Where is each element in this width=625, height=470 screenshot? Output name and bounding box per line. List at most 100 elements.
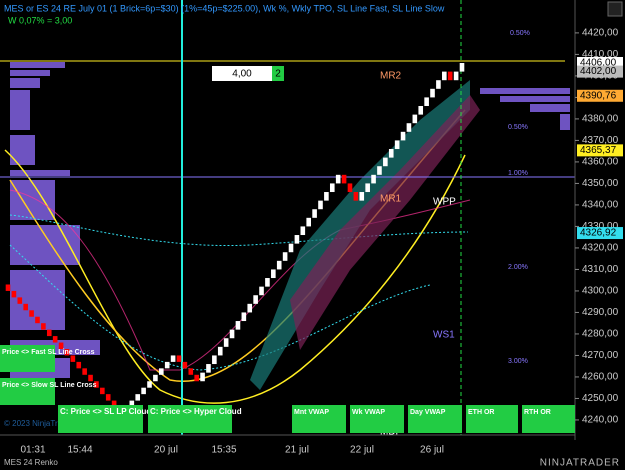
level-label: MR1: [380, 194, 402, 205]
input-step-label[interactable]: 2: [275, 69, 281, 80]
percent-label: 2.00%: [508, 264, 528, 271]
x-tick-label: 26 jul: [420, 445, 444, 456]
price-label: 4390,76: [580, 90, 617, 101]
y-tick-label: 4310,00: [582, 264, 619, 275]
button-label[interactable]: Price <> Slow SL Line Cross: [2, 382, 97, 389]
brick: [418, 106, 424, 115]
brick: [46, 329, 52, 337]
y-tick-label: 4260,00: [582, 372, 619, 383]
brick: [276, 260, 282, 270]
button[interactable]: [0, 345, 55, 372]
brick: [182, 361, 188, 369]
button-label[interactable]: Wk VWAP: [352, 409, 385, 416]
brick: [359, 192, 365, 201]
brick: [265, 278, 270, 287]
cloud: [290, 95, 480, 350]
brick: [158, 368, 164, 375]
y-tick-label: 4240,00: [582, 415, 619, 426]
brick: [76, 361, 82, 369]
y-tick-label: 4280,00: [582, 329, 619, 340]
input-box[interactable]: [212, 66, 272, 81]
button[interactable]: [350, 405, 404, 433]
brick: [176, 355, 182, 362]
brick: [217, 346, 223, 356]
price-marker: [577, 227, 623, 240]
brand: NINJATRADER: [540, 458, 620, 469]
brick: [241, 312, 247, 322]
y-tick-label: 4410,00: [582, 49, 619, 60]
brick: [35, 316, 40, 324]
brick: [229, 329, 235, 339]
price-label: 4406,00: [580, 58, 617, 69]
brick: [70, 355, 76, 362]
brick: [164, 361, 170, 369]
y-tick-label: 4330,00: [582, 221, 619, 232]
brick: [412, 114, 418, 124]
y-tick-label: 4270,00: [582, 350, 619, 361]
level-label: WS1: [433, 330, 455, 341]
button[interactable]: [408, 405, 462, 433]
vwap-week: [9, 214, 469, 247]
x-tick-label: 01:31: [20, 445, 45, 456]
button[interactable]: [292, 405, 346, 433]
percent-label: 0.50%: [508, 124, 528, 131]
brick: [282, 252, 288, 261]
y-tick-label: 4290,00: [582, 307, 619, 318]
button[interactable]: [58, 405, 143, 433]
brick: [377, 166, 382, 175]
brick: [324, 192, 329, 201]
brick: [212, 355, 217, 365]
brick: [82, 368, 87, 375]
percent-label: 1.00%: [508, 170, 528, 177]
brick: [271, 269, 276, 279]
button-label[interactable]: C: Price <> Hyper Cloud: [150, 407, 242, 416]
button-label[interactable]: Mnt VWAP: [294, 409, 329, 416]
brick: [436, 80, 441, 89]
price-marker: [577, 144, 623, 157]
brick: [312, 209, 317, 218]
button[interactable]: [0, 378, 55, 405]
brick: [105, 394, 111, 401]
brick: [424, 97, 429, 107]
x-tick-label: 22 jul: [350, 445, 374, 456]
footer: MES 24 Renko: [4, 458, 58, 467]
brick: [259, 286, 264, 296]
close-button[interactable]: [607, 1, 623, 17]
y-tick-label: 4250,00: [582, 393, 619, 404]
subtitle: W 0,07% = 3,00: [8, 15, 72, 25]
brick: [188, 368, 194, 375]
button-label[interactable]: Price <> Fast SL Line Cross: [2, 349, 95, 356]
brick: [52, 336, 58, 343]
brick: [29, 310, 34, 317]
brick: [206, 364, 211, 373]
button-label[interactable]: RTH OR: [524, 409, 551, 416]
y-tick-label: 4350,00: [582, 178, 619, 189]
x-tick-label: 15:35: [211, 445, 236, 456]
percent-label: 0.50%: [510, 30, 530, 37]
button[interactable]: [148, 405, 232, 433]
y-tick-label: 4420,00: [582, 28, 619, 39]
price-marker: [577, 89, 623, 102]
brick: [129, 400, 135, 408]
button-label[interactable]: ETH OR: [468, 409, 494, 416]
price-label: 4326,92: [580, 228, 617, 239]
brick: [459, 63, 465, 72]
brick: [300, 226, 306, 236]
price-label: 4365,37: [580, 145, 617, 156]
button[interactable]: [466, 405, 518, 433]
button[interactable]: [522, 405, 575, 433]
input-value[interactable]: 4,00: [232, 69, 252, 80]
input-step[interactable]: [272, 66, 284, 81]
level-label: WPP: [433, 197, 456, 208]
sl-line-slow: [4, 149, 466, 404]
button-label[interactable]: Day VWAP: [410, 409, 446, 416]
brick: [447, 71, 453, 81]
brick: [341, 174, 347, 184]
brick: [223, 338, 229, 347]
brick: [88, 374, 93, 382]
button-label[interactable]: C: Price <> SL LP Cloud: [60, 407, 151, 416]
brick: [406, 123, 412, 132]
brick: [5, 284, 11, 291]
brick: [41, 323, 46, 330]
brick: [94, 381, 99, 388]
